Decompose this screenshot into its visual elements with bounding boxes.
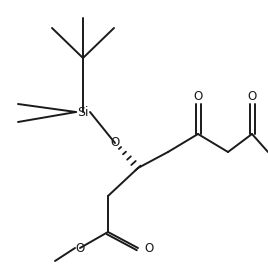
Text: O: O bbox=[144, 242, 153, 255]
Text: O: O bbox=[193, 90, 203, 103]
Text: Si: Si bbox=[77, 106, 89, 118]
Text: O: O bbox=[110, 136, 120, 149]
Text: O: O bbox=[75, 242, 85, 255]
Text: O: O bbox=[247, 90, 257, 103]
